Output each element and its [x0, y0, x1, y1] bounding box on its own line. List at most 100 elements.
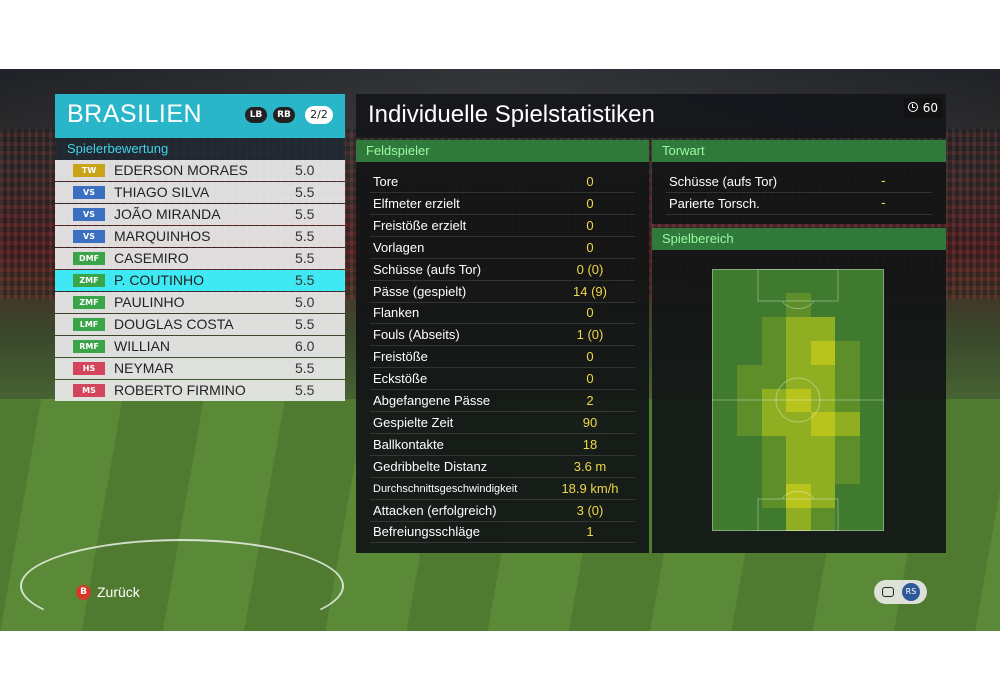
- stat-value: 0: [586, 239, 594, 255]
- heatmap-cell: [785, 411, 811, 437]
- player-row[interactable]: VS THIAGO SILVA 5.5: [55, 182, 345, 203]
- heatmap-cell: [736, 316, 762, 341]
- player-name: THIAGO SILVA: [114, 184, 210, 200]
- stat-value: 3 (0): [576, 502, 604, 518]
- player-row[interactable]: DMF CASEMIRO 5.5: [55, 248, 345, 269]
- player-row[interactable]: RMF WILLIAN 6.0: [55, 336, 345, 357]
- stat-value: 18: [582, 436, 598, 452]
- heatmap-cell: [859, 292, 885, 318]
- stat-label: Flanken: [373, 305, 420, 321]
- player-list: TW EDERSON MORAES 5.0 VS THIAGO SILVA 5.5 VS JO…: [55, 160, 345, 401]
- stat-value: 0 (0): [576, 261, 604, 277]
- heatmap-cell: [810, 292, 836, 318]
- stat-row: Gedribbelte Distanz 3.6 m: [370, 456, 635, 478]
- heatmap-cell: [736, 483, 762, 508]
- goalkeeper-stat-label: Parierte Torsch.: [669, 196, 760, 211]
- player-row[interactable]: VS MARQUINHOS 5.5: [55, 226, 345, 247]
- position-badge: ZMF: [73, 274, 105, 287]
- player-row[interactable]: VS JOÃO MIRANDA 5.5: [55, 204, 345, 225]
- team-ratings-panel: BRASILIEN LB RB 2/2 Spielerbewertung TW E…: [55, 94, 345, 402]
- player-name: P. COUTINHO: [114, 272, 204, 288]
- view-toggle[interactable]: RS: [874, 580, 927, 604]
- heatmap-cell: [785, 340, 811, 365]
- stat-row: Durchschnittsgeschwindigkeit 18.9 km/h: [370, 478, 635, 500]
- player-row[interactable]: ZMF PAULINHO 5.0: [55, 292, 345, 313]
- heatmap-cell: [810, 483, 836, 508]
- stat-label: Abgefangene Pässe: [373, 393, 491, 408]
- team-header: BRASILIEN LB RB 2/2: [55, 94, 345, 138]
- heatmap-cell: [810, 507, 836, 532]
- goalkeeper-stat-row: Schüsse (aufs Tor) -: [666, 171, 932, 193]
- stat-row: Schüsse (aufs Tor) 0 (0): [370, 259, 635, 281]
- heatmap-cell: [834, 411, 860, 437]
- player-name: PAULINHO: [114, 294, 185, 310]
- heatmap-cell: [736, 459, 762, 484]
- heatmap: [712, 269, 885, 532]
- heatmap-cell: [761, 483, 787, 508]
- heatmap-cell: [736, 292, 762, 318]
- stat-row: Gespielte Zeit 90: [370, 412, 635, 434]
- stat-row: Attacken (erfolgreich) 3 (0): [370, 500, 635, 522]
- heatmap-cell: [712, 269, 738, 294]
- stat-row: Befreiungsschläge 1: [370, 521, 635, 544]
- rb-button[interactable]: RB: [273, 107, 295, 123]
- heatmap-cell: [736, 269, 762, 294]
- play-area-header: Spielbereich: [652, 228, 946, 250]
- stat-value: 3.6 m: [573, 458, 607, 474]
- stat-label: Ballkontakte: [373, 436, 444, 452]
- heatmap-cell: [859, 411, 885, 437]
- heatmap-cell: [761, 411, 787, 437]
- heatmap-cell: [761, 364, 787, 389]
- player-name: EDERSON MORAES: [114, 162, 248, 178]
- heatmap-cell: [761, 340, 787, 365]
- heatmap-cell: [785, 435, 811, 461]
- timer: 60: [904, 98, 942, 118]
- stat-value: 2: [586, 393, 594, 408]
- heatmap-cell: [834, 483, 860, 508]
- player-name: ROBERTO FIRMINO: [114, 382, 246, 398]
- stat-value: 90: [582, 414, 598, 430]
- heatmap-cell: [859, 388, 885, 413]
- player-row[interactable]: LMF DOUGLAS COSTA 5.5: [55, 314, 345, 335]
- position-badge: VS: [73, 208, 105, 221]
- page-indicator: 2/2: [305, 106, 333, 124]
- heatmap-cell: [785, 507, 811, 532]
- heatmap-cell: [785, 483, 811, 508]
- field-player-stats-panel: Feldspieler Tore 0 Elfmeter erzielt 0 Freist…: [356, 140, 649, 553]
- stat-row: Vorlagen 0: [370, 237, 635, 259]
- rs-button-icon: RS: [902, 583, 920, 601]
- field-player-header: Feldspieler: [356, 140, 649, 162]
- heatmap-cell: [834, 316, 860, 341]
- page-title: Individuelle Spielstatistiken: [368, 101, 655, 128]
- heatmap-cell: [810, 459, 836, 484]
- player-row[interactable]: ZMF P. COUTINHO 5.5: [55, 270, 345, 291]
- heatmap-cell: [785, 364, 811, 389]
- heatmap-cell: [859, 435, 885, 461]
- player-rating: 5.5: [295, 228, 315, 244]
- player-rating: 5.5: [295, 360, 315, 376]
- lb-button[interactable]: LB: [245, 107, 267, 123]
- player-row[interactable]: TW EDERSON MORAES 5.0: [55, 160, 345, 181]
- chat-icon: [882, 587, 894, 597]
- heatmap-cell: [712, 292, 738, 318]
- player-row[interactable]: MS ROBERTO FIRMINO 5.5: [55, 380, 345, 401]
- goalkeeper-stat-label: Schüsse (aufs Tor): [669, 174, 778, 189]
- heatmap-cell: [712, 435, 738, 461]
- heatmap-cell: [736, 340, 762, 365]
- clock-icon: [908, 102, 918, 112]
- b-button-icon: B: [76, 585, 91, 600]
- stat-value: 14 (9): [573, 283, 607, 299]
- heatmap-cell: [785, 388, 811, 413]
- stat-value: 0: [586, 349, 594, 365]
- stat-row: Tore 0: [370, 171, 635, 193]
- heatmap-cell: [810, 435, 836, 461]
- heatmap-cell: [736, 364, 762, 389]
- heatmap-cell: [712, 364, 738, 389]
- stat-label: Gedribbelte Distanz: [373, 458, 488, 474]
- heatmap-cell: [736, 411, 762, 437]
- player-name: WILLIAN: [114, 338, 171, 354]
- stat-row: Fouls (Abseits) 1 (0): [370, 324, 635, 347]
- heatmap-cell: [761, 435, 787, 461]
- stat-row: Flanken 0: [370, 302, 635, 325]
- player-row[interactable]: HS NEYMAR 5.5: [55, 358, 345, 379]
